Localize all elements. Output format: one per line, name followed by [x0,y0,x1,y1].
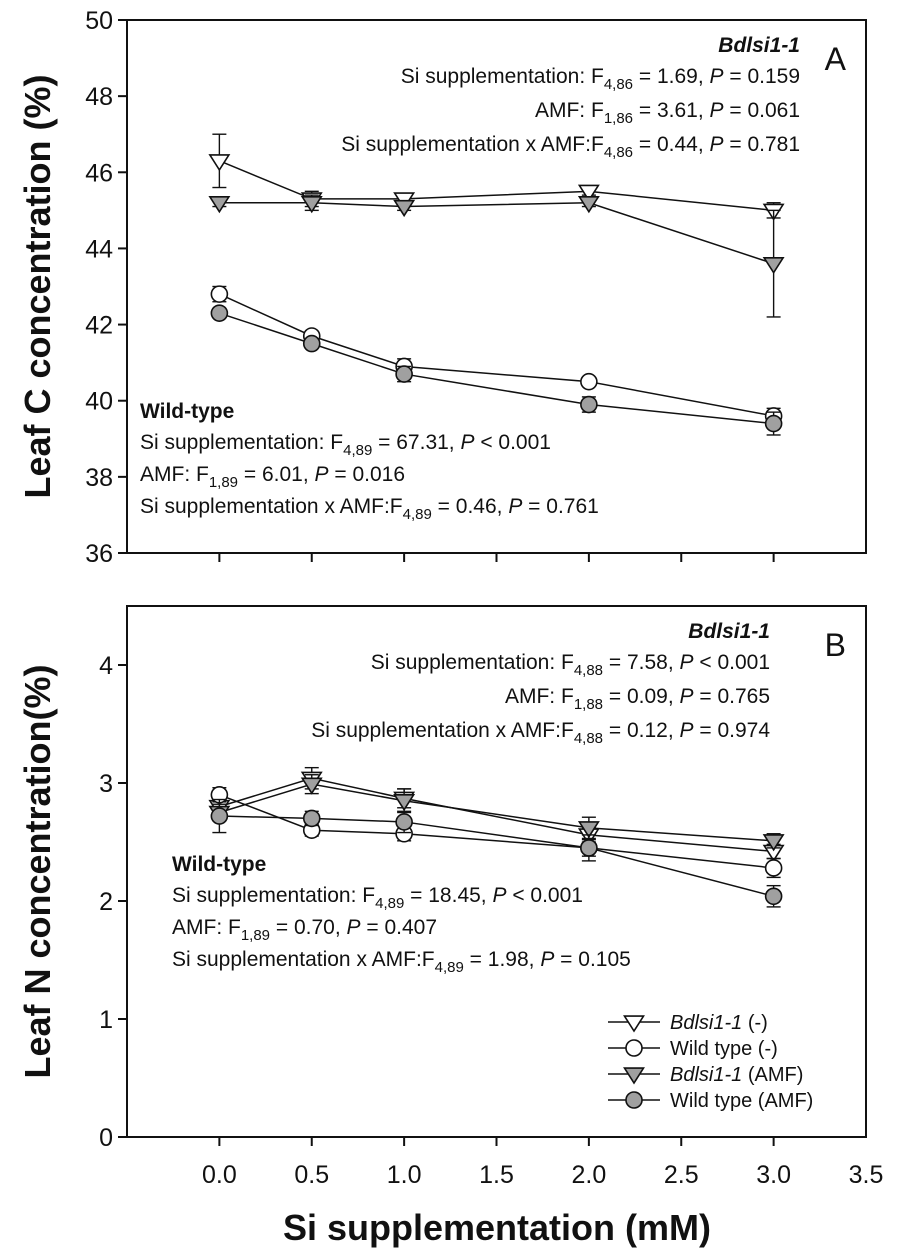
data-point [762,834,785,852]
data-point [764,414,783,433]
data-point [393,794,416,812]
panel-b: 0 1 2 3 4 0.0 0.5 1.0 1.5 2.0 2.5 3.0 3.5 Leaf N conc… [17,605,884,1189]
legend-entry: Bdlsi1-1 (-) [670,1012,768,1034]
x-tick-label: 1.0 [387,1161,422,1189]
data-point [395,365,413,383]
y-tick-label: 50 [85,7,113,35]
y-axis-label: Leaf N concentration(%) [17,664,58,1078]
series-wt-ctrl [210,785,783,879]
y-tick-label: 0 [99,1124,113,1152]
series-bdlsi1-amf [208,774,785,852]
data-point [210,304,229,322]
y-tick-label: 4 [99,652,113,680]
series-wt-ctrl [210,285,783,425]
data-point [210,285,229,303]
x-axis-label: Si supplementation (mM) [283,1207,711,1248]
y-tick-label: 40 [85,388,113,416]
series-line [219,783,774,842]
data-point [300,777,323,795]
y-tick-label: 46 [85,159,113,187]
data-point [302,334,321,353]
wildtype-stats-heading: Wild-type [172,853,266,876]
data-point [577,196,600,214]
legend-marker [625,1091,643,1109]
data-point [395,813,413,831]
legend-marker [623,1067,645,1085]
mutant-stats-line: Si supplementation x AMF:F4,88 = 0.12, P… [311,719,770,747]
wildtype-stats-line: Si supplementation x AMF:F4,89 = 0.46, P… [140,495,599,523]
data-point [302,809,321,828]
legend-entry: Wild type (-) [670,1038,778,1060]
legend: Bdlsi1-1 (-) Wild type (-) Bdlsi1-1 (AMF) W… [608,1012,813,1112]
legend-entry: Bdlsi1-1 (AMF) [670,1064,803,1086]
x-tick-label: 3.0 [756,1161,791,1189]
y-tick-label: 42 [85,312,113,340]
x-tick-label: 1.5 [479,1161,514,1189]
data-point [577,184,600,202]
y-tick-label: 36 [85,540,113,568]
data-point [762,256,785,275]
mutant-stats-line: Si supplementation x AMF:F4,86 = 0.44, P… [341,133,800,161]
y-tick-label: 2 [99,888,113,916]
legend-marker [623,1015,645,1033]
panel-letter: A [825,41,847,77]
series-line [219,794,774,869]
data-point [764,859,783,877]
data-point [210,807,229,825]
data-point [208,196,231,214]
mutant-stats-line: AMF: F1,86 = 3.61, P = 0.061 [535,99,800,127]
series-wt-amf [210,304,783,436]
wildtype-stats-line: AMF: F1,89 = 0.70, P = 0.407 [172,916,437,944]
data-point [580,839,598,857]
wildtype-stats-line: Si supplementation: F4,89 = 18.45, P < 0… [172,884,583,912]
mutant-stats-line: AMF: F1,88 = 0.09, P = 0.765 [505,685,770,713]
y-tick-label: 44 [85,235,113,263]
mutant-stats-line: Si supplementation: F4,88 = 7.58, P < 0.… [371,651,770,679]
wildtype-stats-line: AMF: F1,89 = 6.01, P = 0.016 [140,463,405,491]
panel-letter: B [825,627,846,663]
mutant-stats-heading: Bdlsi1-1 [718,34,800,57]
x-tick-label: 2.5 [664,1161,699,1189]
y-axis-label: Leaf C concentration (%) [17,74,58,498]
mutant-stats-heading: Bdlsi1-1 [688,620,770,643]
x-tick-label: 3.5 [849,1161,884,1189]
series-wt-amf [210,798,783,908]
x-tick-label: 0.5 [294,1161,329,1189]
panel-a: 36 38 40 42 44 46 48 50 Leaf C concentration (%)… [17,7,867,568]
wildtype-stats-heading: Wild-type [140,400,234,423]
wildtype-stats-line: Si supplementation: F4,89 = 67.31, P < 0… [140,431,551,459]
data-point [300,196,323,214]
y-tick-label: 48 [85,83,113,111]
y-tick-label: 1 [99,1006,113,1034]
data-point [580,372,598,391]
data-point [580,395,598,414]
series-line [219,312,774,425]
legend-marker [625,1039,643,1057]
data-point [393,199,416,218]
data-point [577,821,600,839]
y-tick-label: 3 [99,770,113,798]
y-tick-label: 38 [85,464,113,492]
x-tick-label: 2.0 [571,1161,606,1189]
wildtype-stats-line: Si supplementation x AMF:F4,89 = 1.98, P… [172,948,631,976]
mutant-stats-line: Si supplementation: F4,86 = 1.69, P = 0.… [401,65,800,93]
data-point [764,887,783,906]
x-tick-label: 0.0 [202,1161,237,1189]
series-line [219,201,774,265]
series-line [219,293,774,417]
data-point [208,154,231,172]
series-bdlsi1-amf [208,194,785,318]
legend-entry: Wild type (AMF) [670,1090,813,1112]
